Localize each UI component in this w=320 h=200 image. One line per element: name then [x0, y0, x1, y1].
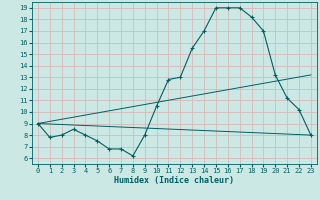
- X-axis label: Humidex (Indice chaleur): Humidex (Indice chaleur): [115, 176, 234, 185]
